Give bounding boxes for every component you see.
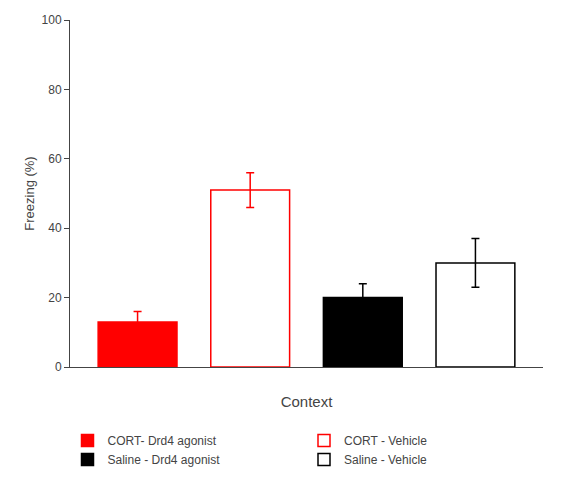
svg-text:Saline - Drd4 agonist: Saline - Drd4 agonist — [108, 453, 221, 467]
svg-text:100: 100 — [42, 13, 62, 27]
svg-text:CORT- Drd4 agonist: CORT- Drd4 agonist — [108, 434, 217, 448]
svg-text:0: 0 — [55, 360, 62, 374]
svg-text:20: 20 — [48, 291, 62, 305]
svg-text:80: 80 — [48, 83, 62, 97]
svg-text:CORT - Vehicle: CORT - Vehicle — [344, 434, 427, 448]
svg-text:60: 60 — [48, 152, 62, 166]
svg-text:Saline - Vehicle: Saline - Vehicle — [344, 453, 427, 467]
svg-text:Context: Context — [281, 393, 334, 410]
svg-text:40: 40 — [48, 221, 62, 235]
svg-text:Freezing (%): Freezing (%) — [22, 156, 37, 230]
